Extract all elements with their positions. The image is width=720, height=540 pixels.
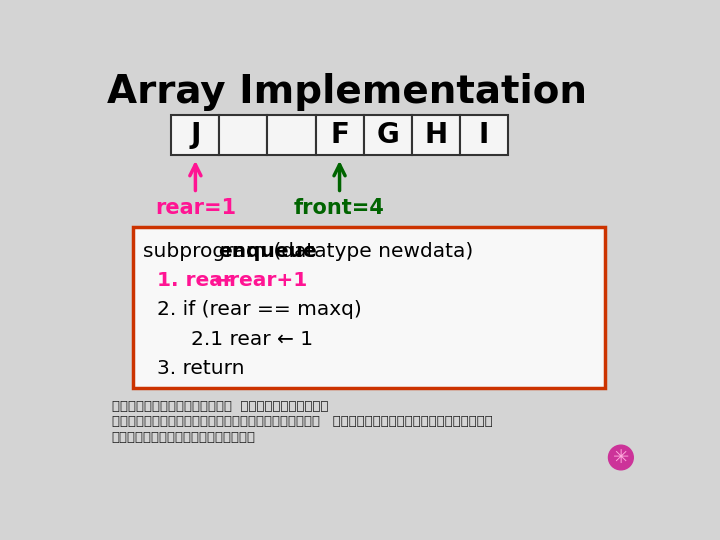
Text: rear+1: rear+1 xyxy=(222,271,307,290)
Text: 2.1 rear ← 1: 2.1 rear ← 1 xyxy=(191,330,313,349)
Text: (datatype newdata): (datatype newdata) xyxy=(267,242,474,261)
Text: rear=1: rear=1 xyxy=(155,198,236,218)
Text: I: I xyxy=(479,121,489,149)
Text: 1. rear: 1. rear xyxy=(158,271,240,290)
Circle shape xyxy=(608,445,634,470)
Text: G: G xyxy=(377,121,399,149)
Text: โครงสร้างข้อมูล  อาจารย์เกษม: โครงสร้างข้อมูล อาจารย์เกษม xyxy=(112,400,328,413)
Text: J: J xyxy=(190,121,201,149)
Text: ภาควิชาวิทยาการคอมพิวเตอร์   มหาวิทยาลัยเชียงใหม่: ภาควิชาวิทยาการคอมพิวเตอร์ มหาวิทยาลัยเช… xyxy=(112,415,492,428)
Text: F: F xyxy=(330,121,349,149)
Text: ✳: ✳ xyxy=(613,448,629,467)
Bar xyxy=(459,115,508,155)
Bar xyxy=(220,115,267,155)
Text: Array Implementation: Array Implementation xyxy=(107,73,587,111)
Text: H: H xyxy=(424,121,447,149)
Text: front=4: front=4 xyxy=(294,198,385,218)
Text: 3. return: 3. return xyxy=(158,359,245,378)
Text: ←: ← xyxy=(214,271,232,291)
Bar xyxy=(364,115,412,155)
Bar xyxy=(171,115,220,155)
Text: เอกสารประกอบการสอน: เอกสารประกอบการสอน xyxy=(112,430,256,443)
Text: enqueue: enqueue xyxy=(217,242,316,261)
Text: subprogram: subprogram xyxy=(143,242,272,261)
Bar xyxy=(412,115,459,155)
Bar xyxy=(132,226,606,388)
Bar xyxy=(267,115,315,155)
Text: 2. if (rear == maxq): 2. if (rear == maxq) xyxy=(158,300,362,320)
Bar xyxy=(315,115,364,155)
